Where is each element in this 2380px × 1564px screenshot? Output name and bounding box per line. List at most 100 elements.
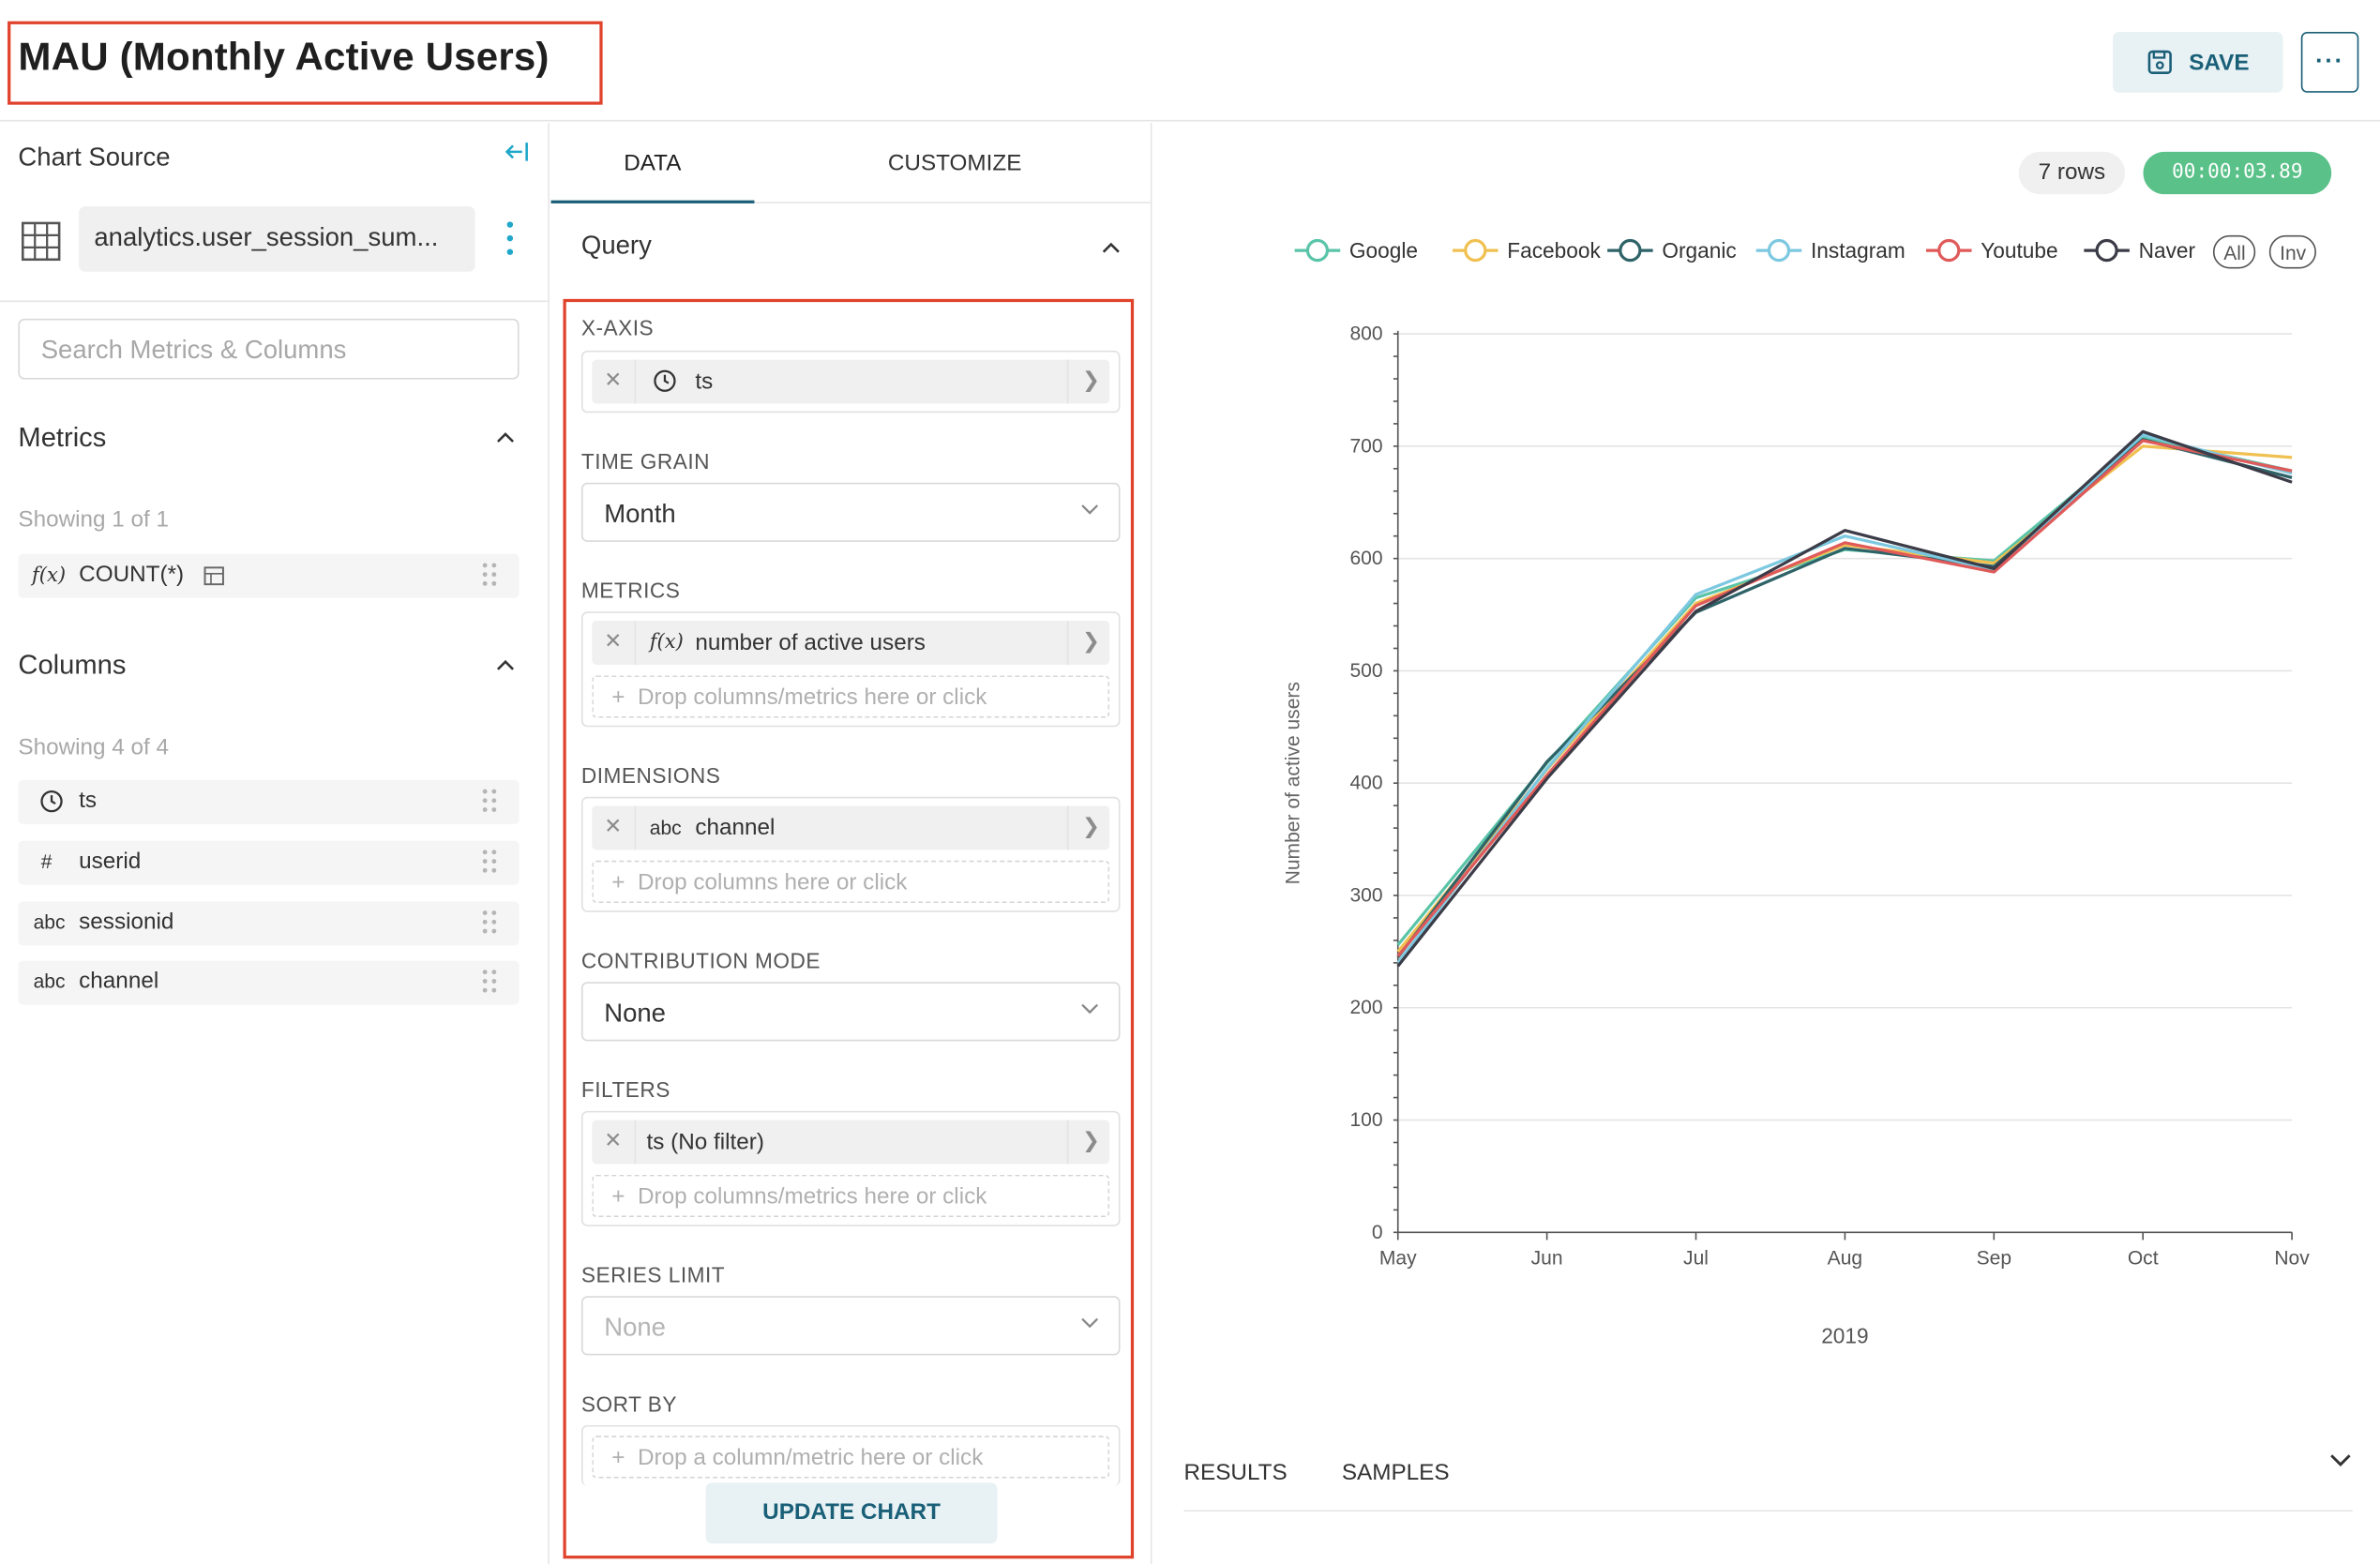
active-tab-indicator	[550, 200, 755, 203]
series-line-google	[1396, 435, 2293, 946]
sort-by-drop-zone[interactable]: + Drop a column/metric here or click	[592, 1436, 1110, 1479]
legend-label: Facebook	[1507, 238, 1601, 263]
dataset-menu-icon[interactable]	[506, 221, 517, 258]
tab-data[interactable]: DATA	[624, 150, 682, 176]
dimension-pill[interactable]: ✕ abc channel ❯	[592, 805, 1110, 850]
control-tabs: DATA CUSTOMIZE	[550, 123, 1152, 203]
metrics-drop-zone[interactable]: + Drop columns/metrics here or click	[592, 675, 1110, 718]
remove-icon[interactable]: ✕	[604, 628, 623, 653]
chevron-down-icon[interactable]	[2328, 1450, 2353, 1477]
y-tick-label: 300	[1349, 884, 1382, 906]
chevron-right-icon[interactable]: ❯	[1082, 1127, 1101, 1152]
chevron-down-icon	[1079, 1311, 1101, 1335]
metrics-label: METRICS	[580, 578, 681, 603]
y-tick-label: 600	[1349, 548, 1382, 569]
string-icon: abc	[649, 816, 682, 840]
y-axis-title: Number of active users	[1283, 682, 1304, 884]
drag-handle-icon[interactable]	[482, 910, 498, 935]
dataset-selector: analytics.user_session_sum...	[18, 206, 534, 273]
legend-marker-icon	[1926, 238, 1972, 263]
series-line-naver	[1396, 429, 2293, 968]
function-icon: f(x)	[31, 564, 67, 588]
remove-icon[interactable]: ✕	[604, 813, 623, 838]
metric-value: number of active users	[695, 629, 926, 656]
more-options-button[interactable]: ···	[2300, 31, 2359, 93]
dimensions-drop-zone[interactable]: + Drop columns here or click	[592, 860, 1110, 904]
chevron-up-icon[interactable]	[495, 653, 517, 677]
clock-icon	[40, 790, 63, 813]
plus-icon: +	[611, 1444, 625, 1471]
time-grain-select[interactable]: Month	[580, 482, 1121, 542]
metric-pill[interactable]: ✕ f(x) number of active users ❯	[592, 621, 1110, 665]
legend-label: Youtube	[1981, 238, 2058, 263]
plus-icon: +	[611, 684, 625, 711]
y-tick-label: 0	[1372, 1222, 1383, 1243]
dimension-value: channel	[695, 815, 776, 841]
string-icon: abc	[33, 970, 66, 993]
column-label: sessionid	[79, 909, 174, 936]
series-line-youtube	[1396, 439, 2293, 957]
x-axis-pill[interactable]: ✕ ts ❯	[592, 359, 1110, 404]
tab-results[interactable]: RESULTS	[1183, 1460, 1288, 1486]
search-metrics-columns-input[interactable]: Search Metrics & Columns	[18, 318, 520, 380]
columns-section-header[interactable]: Columns	[18, 650, 519, 682]
chevron-up-icon[interactable]	[495, 425, 517, 449]
drag-handle-icon[interactable]	[482, 970, 498, 994]
header: MAU (Monthly Active Users) SAVE ···	[0, 0, 2380, 122]
dataset-name[interactable]: analytics.user_session_sum...	[79, 206, 475, 272]
row-count-badge: 7 rows	[2018, 151, 2126, 195]
chevron-up-icon[interactable]	[1100, 235, 1122, 260]
drag-handle-icon[interactable]	[482, 850, 498, 874]
x-tick-label: Nov	[2274, 1247, 2310, 1269]
results-tabs: RESULTS SAMPLES	[1183, 1454, 2353, 1512]
chevron-right-icon[interactable]: ❯	[1082, 367, 1101, 392]
legend-marker-icon	[1755, 238, 1802, 263]
sort-by-control: + Drop a column/metric here or click	[580, 1424, 1121, 1486]
chevron-down-icon	[1079, 997, 1101, 1021]
contribution-mode-select[interactable]: None	[580, 982, 1121, 1042]
clock-icon	[654, 369, 676, 392]
tab-customize[interactable]: CUSTOMIZE	[887, 150, 1022, 176]
x-tick-label: Sep	[1977, 1247, 2011, 1269]
contribution-mode-label: CONTRIBUTION MODE	[580, 948, 821, 973]
save-label: SAVE	[2189, 49, 2250, 76]
remove-icon[interactable]: ✕	[604, 367, 623, 392]
x-tick-label: Aug	[1828, 1247, 1862, 1269]
legend-label: Google	[1348, 238, 1419, 263]
filters-drop-zone[interactable]: + Drop columns/metrics here or click	[592, 1174, 1110, 1218]
legend-invert-button[interactable]: Inv	[2268, 234, 2317, 269]
column-label: ts	[79, 788, 98, 814]
columns-showing-count: Showing 4 of 4	[18, 734, 170, 760]
update-chart-button[interactable]: UPDATE CHART	[705, 1482, 998, 1544]
plus-icon: +	[611, 869, 625, 895]
columns-heading: Columns	[18, 649, 127, 681]
column-item[interactable]: ts	[18, 779, 520, 824]
collapse-panel-icon[interactable]	[504, 142, 528, 171]
series-limit-select[interactable]: None	[580, 1296, 1121, 1356]
column-item[interactable]: abc sessionid	[18, 901, 520, 946]
remove-icon[interactable]: ✕	[604, 1127, 623, 1152]
legend-select-all-button[interactable]: All	[2212, 234, 2256, 269]
chevron-right-icon[interactable]: ❯	[1082, 628, 1101, 653]
x-tick-label: Oct	[2128, 1247, 2159, 1269]
y-tick-label: 400	[1349, 773, 1382, 794]
metric-item[interactable]: f(x) COUNT(*)	[18, 553, 520, 598]
filters-label: FILTERS	[580, 1077, 670, 1103]
drag-handle-icon[interactable]	[482, 563, 498, 588]
query-section-header[interactable]: Query	[580, 231, 652, 260]
column-item[interactable]: # userid	[18, 840, 520, 885]
metrics-section-header[interactable]: Metrics	[18, 422, 519, 454]
chart-panel: 7 rows 00:00:03.89 Google Facebook Organic…	[1153, 123, 2380, 1564]
metrics-control: ✕ f(x) number of active users ❯ + Drop c…	[580, 611, 1121, 728]
column-item[interactable]: abc channel	[18, 960, 520, 1005]
drag-handle-icon[interactable]	[482, 789, 498, 814]
control-panel: DATA CUSTOMIZE Query X-AXIS ✕ ts ❯ TIME …	[550, 123, 1152, 1564]
chevron-right-icon[interactable]: ❯	[1082, 813, 1101, 838]
page-title[interactable]: MAU (Monthly Active Users)	[18, 33, 550, 80]
tab-samples[interactable]: SAMPLES	[1341, 1460, 1450, 1486]
save-button[interactable]: SAVE	[2113, 31, 2283, 93]
string-icon: abc	[33, 910, 66, 934]
time-grain-value: Month	[604, 499, 676, 529]
filter-pill[interactable]: ✕ ts (No filter) ❯	[592, 1120, 1110, 1165]
series-line-facebook	[1396, 444, 2293, 953]
